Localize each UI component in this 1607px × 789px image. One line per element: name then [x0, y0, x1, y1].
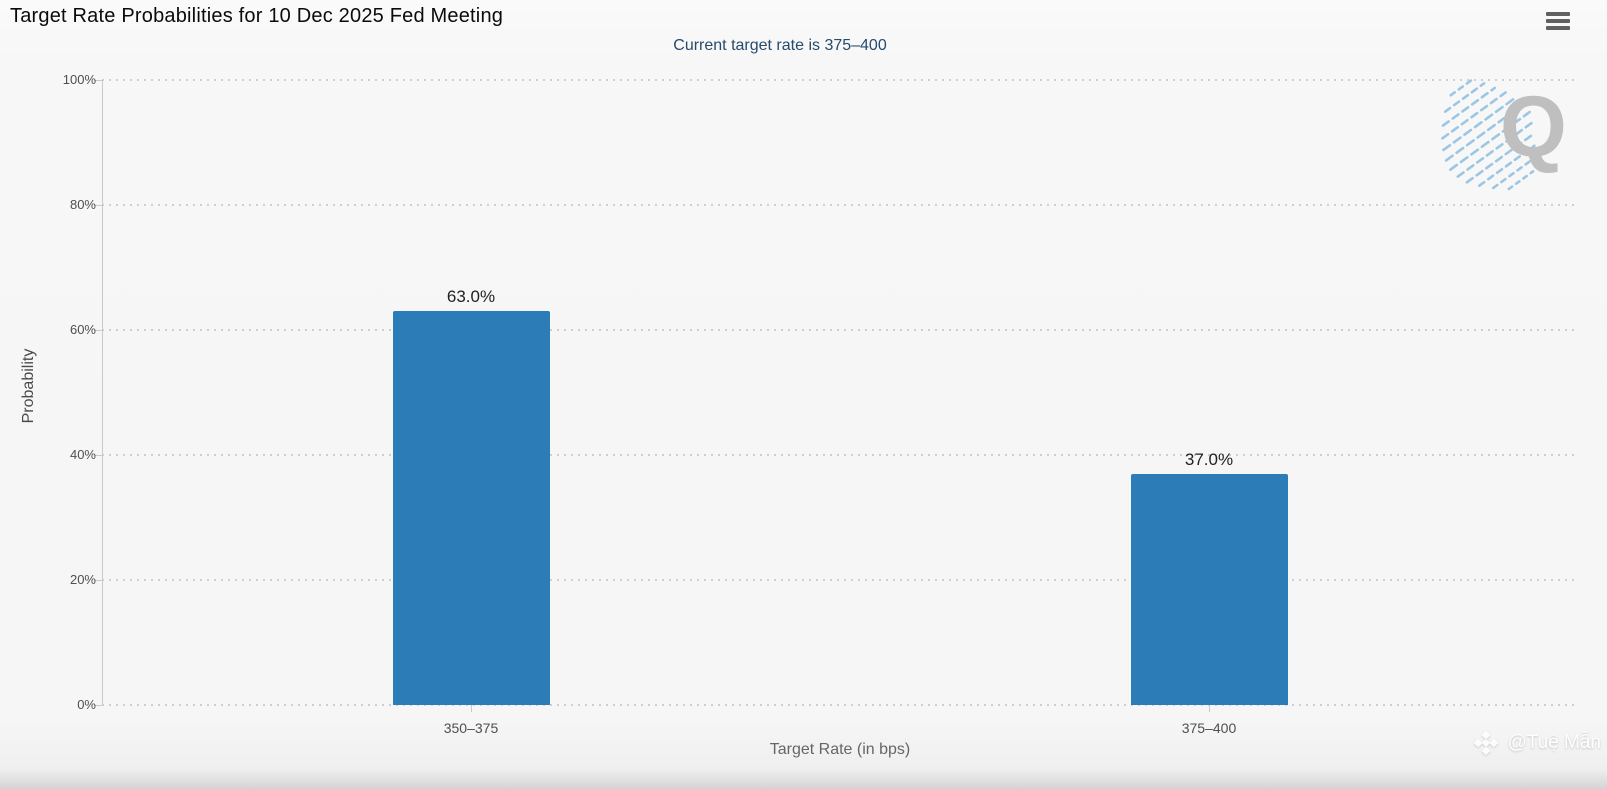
quikstrike-logo-watermark: Q	[1428, 70, 1588, 200]
x-axis-title: Target Rate (in bps)	[769, 741, 911, 758]
x-tick-mark	[1209, 705, 1210, 712]
y-tick-mark	[94, 580, 102, 581]
bar-375–400[interactable]	[1130, 473, 1288, 705]
y-tick-mark	[94, 455, 102, 456]
gridline-40%	[102, 454, 1578, 456]
y-tick-mark	[94, 80, 102, 81]
gridline-20%	[102, 579, 1578, 581]
bar-350–375[interactable]	[392, 311, 550, 705]
y-tick-label: 20%	[69, 572, 96, 587]
bar-value-label: 63.0%	[446, 287, 496, 307]
y-axis-title: Probability	[20, 348, 37, 424]
y-tick-mark	[94, 705, 102, 706]
gridline-80%	[102, 204, 1578, 206]
x-tick-label: 375–400	[1181, 720, 1237, 736]
gridline-100%	[102, 79, 1578, 81]
x-tick-label: 350–375	[443, 720, 499, 736]
y-tick-label: 0%	[77, 697, 96, 712]
y-tick-mark	[94, 205, 102, 206]
gridline-0%	[102, 704, 1578, 706]
gridline-60%	[102, 329, 1578, 331]
y-tick-label: 40%	[69, 447, 96, 462]
chart-subtitle: Current target rate is 375–400	[673, 37, 887, 54]
bottom-shade	[0, 769, 1607, 789]
y-tick-label: 80%	[69, 197, 96, 212]
y-tick-label: 60%	[69, 322, 96, 337]
chart-title: Target Rate Probabilities for 10 Dec 202…	[10, 5, 504, 27]
logo-letter-q: Q	[1500, 79, 1567, 175]
chart-context-menu-button[interactable]	[1544, 8, 1574, 34]
bar-value-label: 37.0%	[1184, 449, 1234, 469]
y-tick-label: 100%	[62, 72, 96, 87]
y-axis-line	[102, 80, 103, 705]
hamburger-icon	[1546, 12, 1572, 30]
x-tick-mark	[471, 705, 472, 712]
y-tick-mark	[94, 330, 102, 331]
logo-speed-stripes	[1441, 77, 1536, 191]
